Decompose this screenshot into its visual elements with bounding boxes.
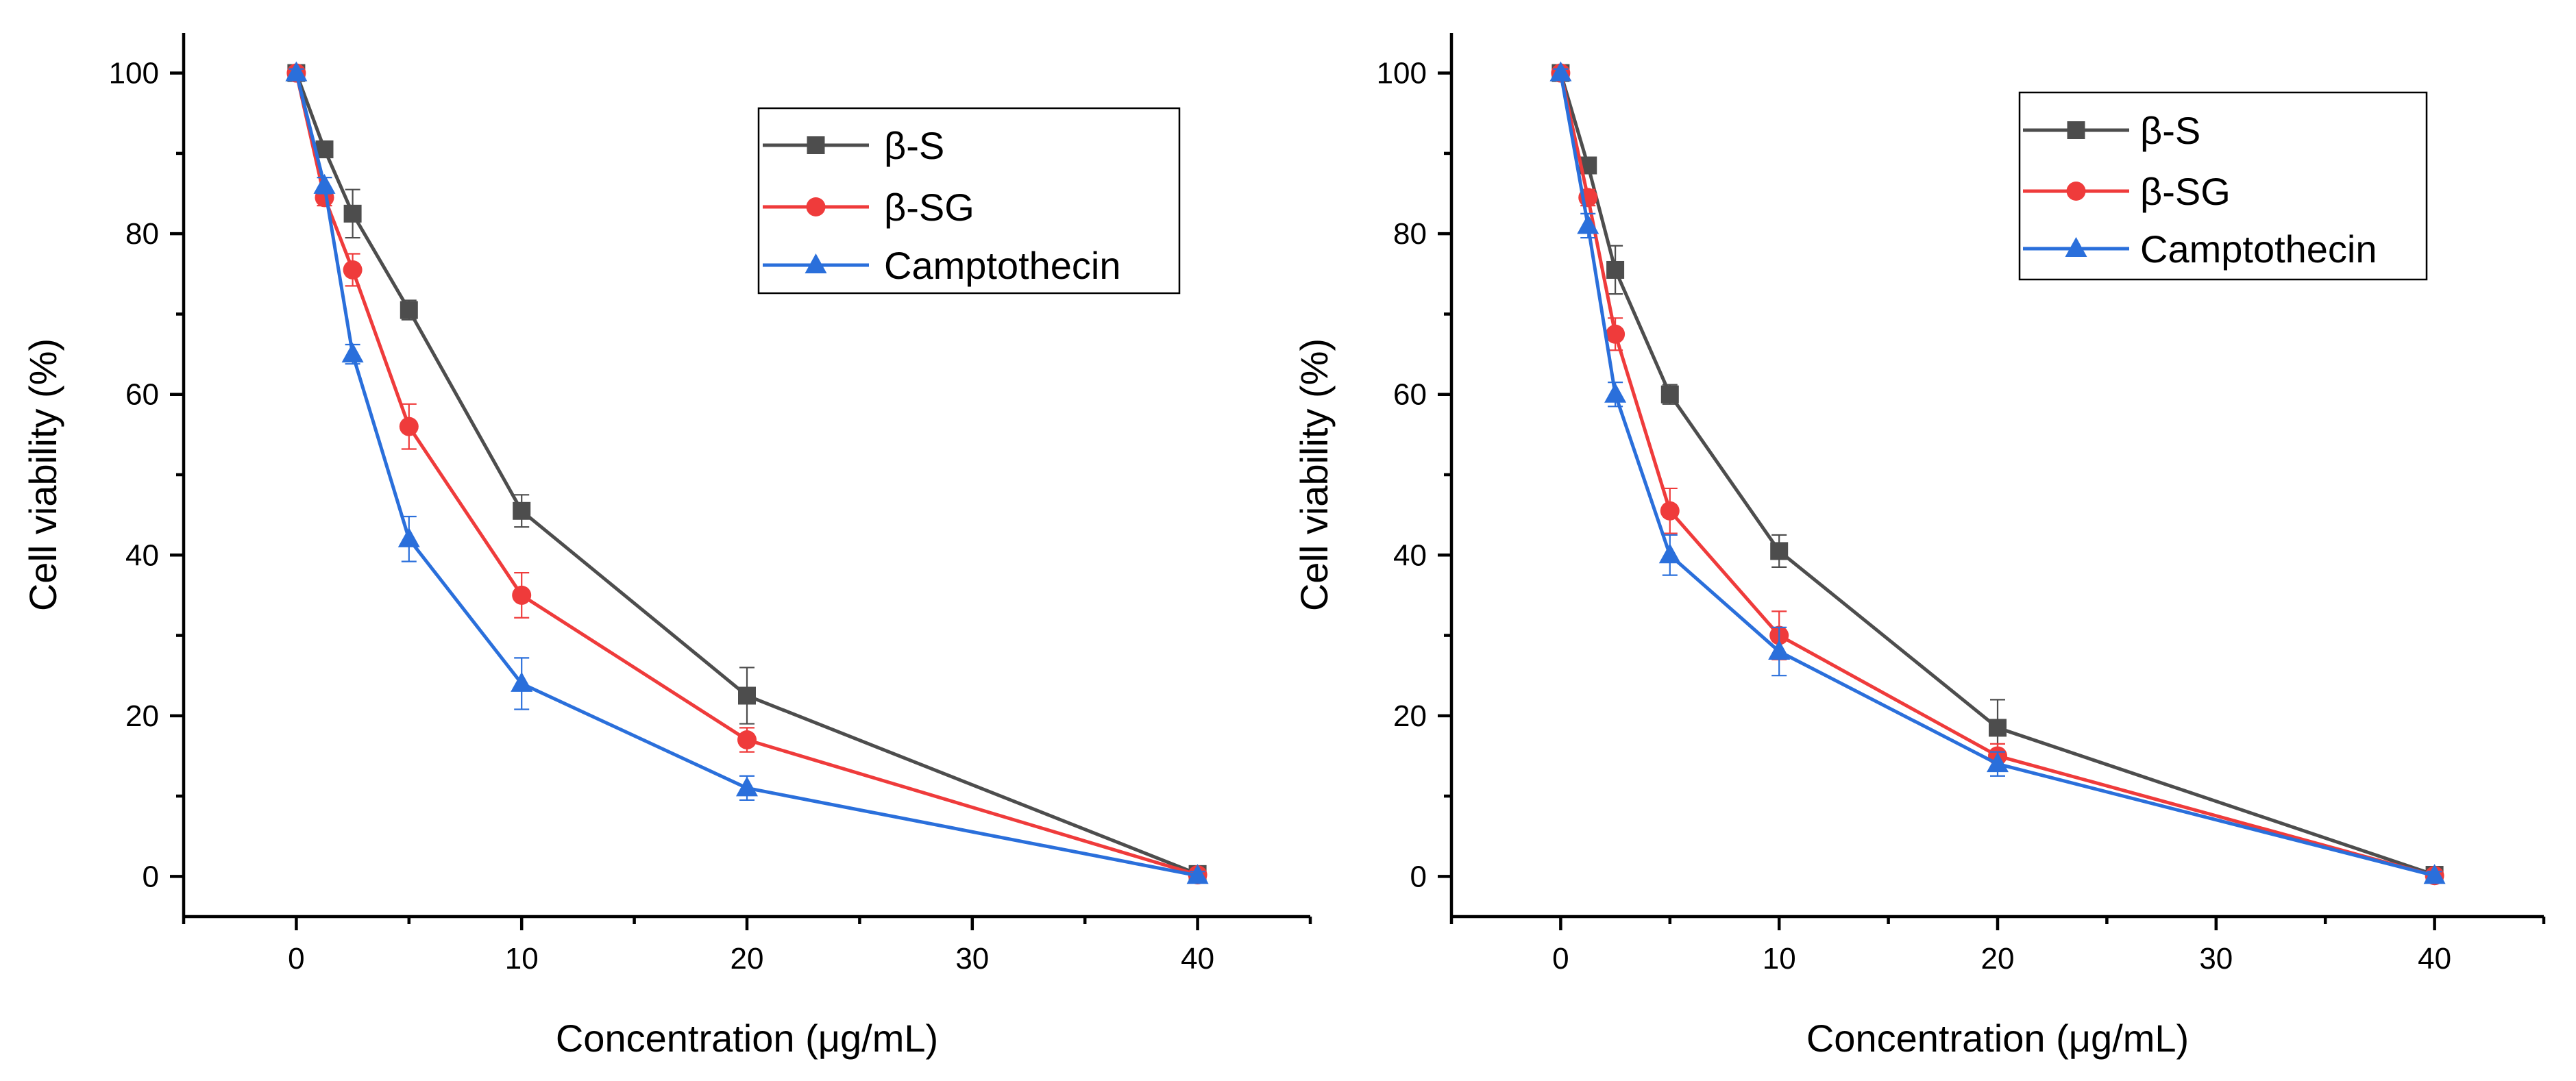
data-point xyxy=(1549,61,1572,82)
legend-label: Camptothecin xyxy=(884,244,1121,287)
legend-entry: β-SG xyxy=(2023,170,2231,213)
data-point xyxy=(513,501,531,520)
data-point xyxy=(1660,501,1680,521)
data-point xyxy=(1606,324,1626,344)
legend-marker xyxy=(805,253,827,273)
y-tick-label: 40 xyxy=(1393,538,1427,572)
data-point xyxy=(512,585,532,605)
x-tick-label: 20 xyxy=(731,942,764,976)
data-point xyxy=(1658,543,1681,564)
data-point xyxy=(1770,542,1789,560)
data-point xyxy=(1577,214,1599,234)
legend-label: β-S xyxy=(884,124,944,167)
legend-box xyxy=(757,107,1181,295)
legend-entry: Camptothecin xyxy=(763,244,1121,287)
data-point xyxy=(1768,640,1791,660)
legend: β-S β-SG Camptothecin xyxy=(757,107,1181,295)
data-point xyxy=(737,730,757,749)
legend-label: β-S xyxy=(2140,109,2200,152)
chart-panel-left: 0 20 40 60 80 100 0 10 20 30 40 Concentration (μg/m… xyxy=(21,33,1312,1060)
y-tick-label: 40 xyxy=(125,538,159,572)
x-axis-title: Concentration (μg/mL) xyxy=(1806,1017,2189,1060)
y-tick-label: 60 xyxy=(125,378,159,412)
legend-label: β-SG xyxy=(884,186,974,229)
data-point xyxy=(400,301,418,319)
data-point xyxy=(736,776,758,797)
series-2 xyxy=(285,61,1209,884)
y-axis-title: Cell viability (%) xyxy=(1292,338,1336,611)
y-tick-label: 0 xyxy=(143,860,159,893)
y-tick-label: 20 xyxy=(125,699,159,733)
y-tick-label: 100 xyxy=(109,57,159,90)
data-point xyxy=(2423,864,2446,884)
legend-marker xyxy=(807,136,825,154)
y-tick-label: 20 xyxy=(1393,699,1427,733)
x-tick-label: 10 xyxy=(1763,942,1796,976)
data-point xyxy=(343,204,362,223)
data-point xyxy=(313,173,336,194)
series-2 xyxy=(1549,61,2446,884)
x-tick-label: 30 xyxy=(2199,942,2233,976)
legend-marker xyxy=(2065,237,2087,257)
legend-entry: β-S xyxy=(2023,109,2200,152)
y-axis-title: Cell viability (%) xyxy=(21,338,64,611)
data-point xyxy=(1989,719,2007,737)
legend-marker xyxy=(806,197,826,216)
legend-label: β-SG xyxy=(2140,170,2231,213)
data-point xyxy=(511,671,533,692)
data-point xyxy=(343,260,363,279)
x-tick-label: 40 xyxy=(1181,942,1214,976)
y-tick-label: 80 xyxy=(125,217,159,251)
x-tick-label: 0 xyxy=(288,942,304,976)
data-point xyxy=(341,343,364,363)
y-tick-label: 100 xyxy=(1377,57,1427,90)
x-tick-label: 40 xyxy=(2418,942,2451,976)
x-tick-label: 0 xyxy=(1552,942,1569,976)
data-point xyxy=(1660,385,1679,403)
data-point xyxy=(738,686,756,705)
legend-entry: β-SG xyxy=(763,186,974,229)
y-tick-label: 0 xyxy=(1410,860,1427,893)
x-axis-title: Concentration (μg/mL) xyxy=(556,1017,938,1060)
legend-marker xyxy=(2067,121,2085,139)
data-point xyxy=(399,417,419,436)
y-tick-label: 80 xyxy=(1393,217,1427,251)
data-point xyxy=(1987,752,2009,773)
data-point xyxy=(1604,382,1627,403)
legend-entry: Camptothecin xyxy=(2023,227,2377,271)
data-point xyxy=(397,527,420,547)
x-tick-label: 10 xyxy=(505,942,539,976)
legend: β-S β-SG Camptothecin xyxy=(2018,91,2428,281)
data-point xyxy=(1606,260,1625,279)
chart-panel-right: 0 20 40 60 80 100 0 10 20 30 40 Concentration (μg/m… xyxy=(1292,33,2546,1060)
x-tick-label: 20 xyxy=(1981,942,2015,976)
x-tick-label: 30 xyxy=(955,942,989,976)
y-tick-label: 60 xyxy=(1393,378,1427,412)
legend-label: Camptothecin xyxy=(2140,227,2377,271)
legend-marker xyxy=(2066,182,2086,201)
data-point xyxy=(1186,864,1209,884)
data-point xyxy=(285,61,308,82)
legend-entry: β-S xyxy=(763,124,944,167)
